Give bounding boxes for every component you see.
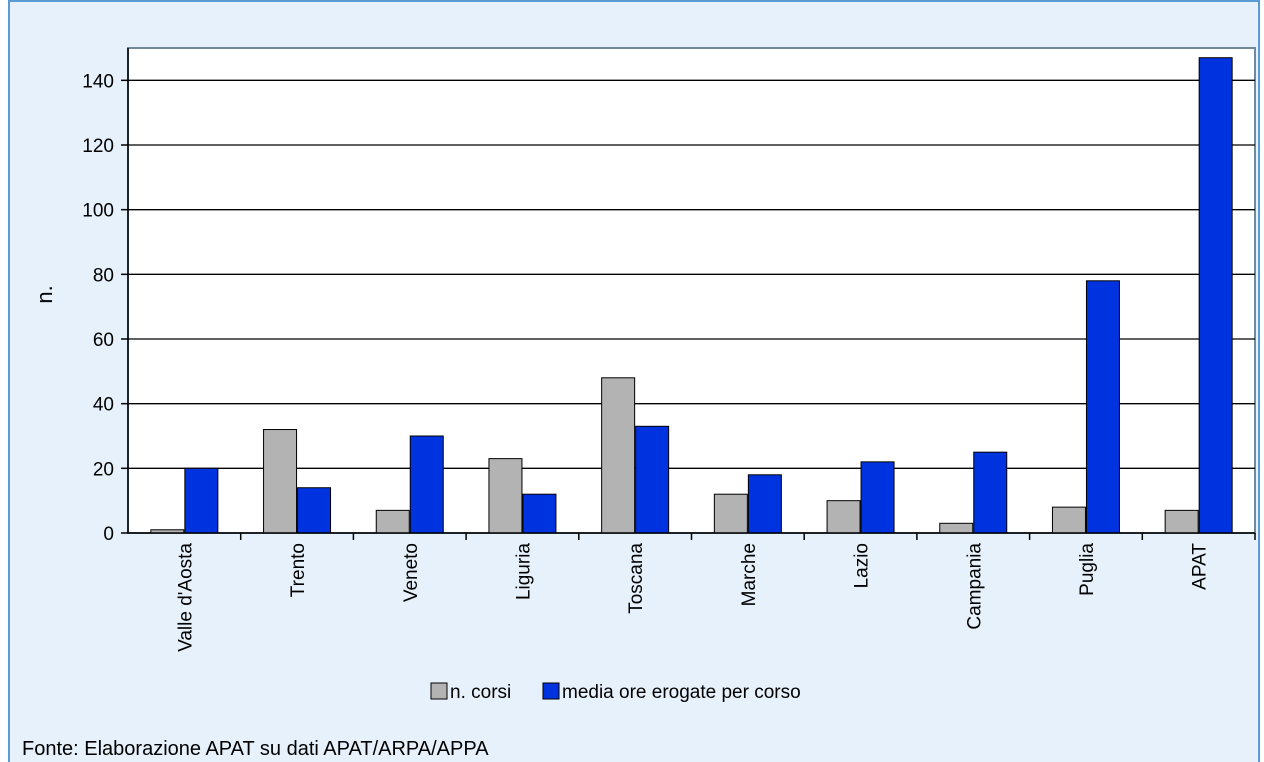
bar-media-ore-1	[297, 487, 332, 534]
category-label: Toscana	[626, 543, 647, 614]
bar-media-ore-5	[747, 474, 782, 534]
category-label: Trento	[288, 543, 309, 597]
y-tick-label: 20	[93, 459, 114, 480]
legend-label-media-ore: media ore erogate per corso	[562, 682, 801, 703]
legend-label-n-corsi: n. corsi	[450, 682, 511, 703]
bar-n-corsi-6	[826, 500, 861, 534]
y-tick-label: 60	[93, 330, 114, 351]
source-note: Fonte: Elaborazione APAT su dati APAT/AR…	[22, 738, 489, 760]
chart-frame: 0 20 40 60 80 100 120 140 Valle d'Aosta Trento Ve…	[8, 0, 1260, 762]
y-tick-label: 0	[103, 524, 114, 545]
y-tick-label: 120	[82, 136, 114, 157]
bar-n-corsi-7	[939, 522, 974, 534]
category-label: Marche	[739, 543, 760, 606]
legend-swatch-media-ore	[542, 682, 560, 700]
bar-media-ore-0	[184, 467, 219, 534]
category-label: Veneto	[401, 543, 422, 602]
category-label: APAT	[1190, 543, 1211, 590]
gridlines	[127, 47, 1256, 534]
y-tick-label: 140	[82, 71, 114, 92]
bar-media-ore-2	[409, 435, 444, 534]
bar-n-corsi-5	[713, 493, 748, 534]
bar-n-corsi-2	[375, 509, 410, 534]
bar-n-corsi-4	[601, 377, 636, 534]
bar-n-corsi-8	[1051, 506, 1086, 534]
bar-media-ore-9	[1198, 57, 1233, 534]
legend-swatch-n-corsi	[430, 682, 448, 700]
category-labels: Valle d'Aosta Trento Veneto Liguria Toscana M…	[175, 543, 1210, 652]
bar-media-ore-4	[635, 425, 670, 534]
y-tick-label: 100	[82, 201, 114, 222]
category-label: Puglia	[1077, 543, 1098, 596]
category-label: Campania	[964, 543, 985, 630]
plot-area	[127, 47, 1256, 534]
legend: n. corsi media ore erogate per corso	[430, 682, 801, 703]
category-label: Liguria	[513, 543, 534, 600]
bar-chart: 0 20 40 60 80 100 120 140 Valle d'Aosta Trento Ve…	[32, 47, 1256, 703]
bar-media-ore-8	[1085, 280, 1120, 534]
bars	[150, 57, 1233, 534]
y-axis-label: n.	[32, 285, 57, 303]
bar-media-ore-6	[860, 461, 895, 534]
bar-n-corsi-3	[488, 458, 523, 534]
bar-media-ore-3	[522, 493, 557, 534]
bar-media-ore-7	[973, 451, 1008, 534]
y-tick-label: 80	[93, 265, 114, 286]
y-tick-labels: 0 20 40 60 80 100 120 140	[82, 71, 114, 545]
bar-n-corsi-9	[1164, 509, 1199, 534]
category-label: Valle d'Aosta	[175, 543, 196, 652]
category-label: Lazio	[852, 543, 873, 588]
axes	[121, 48, 1256, 540]
y-tick-label: 40	[93, 395, 114, 416]
bar-n-corsi-1	[263, 429, 298, 534]
